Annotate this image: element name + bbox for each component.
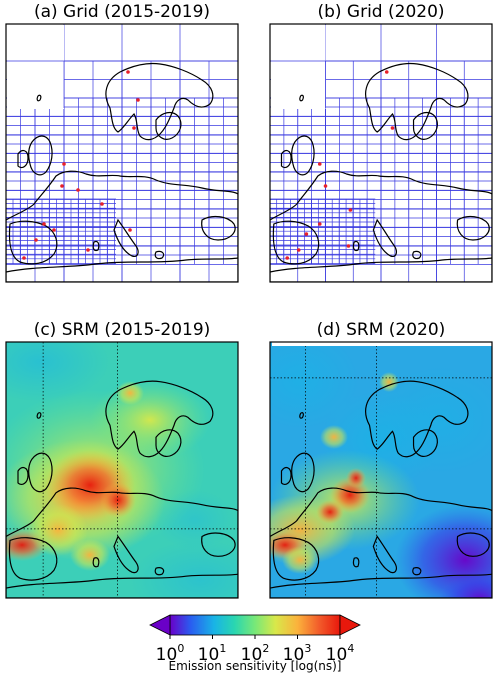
panel-d-meridians (270, 342, 492, 598)
panel-a-stations (22, 70, 140, 260)
panel-a-map (5, 23, 239, 283)
colorbar-tick-4: 104 (325, 642, 355, 665)
panel-b-grid (270, 24, 492, 282)
colorbar-tick-3: 103 (282, 642, 312, 665)
colorbar-tick-0: 100 (155, 642, 185, 665)
colorbar (149, 614, 361, 639)
panel-b-title: (b) Grid (2020) (317, 2, 445, 22)
panel-b-map (269, 23, 493, 283)
panel-d-coastline (270, 381, 492, 598)
panel-d-title: (d) SRM (2020) (316, 320, 446, 340)
panel-c-meridians (6, 342, 238, 598)
colorbar-title: Emission sensitivity [log(ns)] (168, 659, 342, 673)
colorbar-tick-1: 101 (197, 642, 227, 665)
panel-b-coastline (270, 63, 492, 282)
panel-c-map (5, 341, 239, 599)
panel-a-grid (6, 24, 238, 282)
colorbar-tick-2: 102 (240, 642, 270, 665)
panel-c-coastline (6, 381, 238, 598)
panel-a-coastline (6, 63, 238, 282)
panel-b-stations (285, 70, 395, 260)
panel-a-title: (a) Grid (2015-2019) (33, 2, 211, 22)
panel-d-map (269, 341, 493, 599)
panel-c-title: (c) SRM (2015-2019) (33, 320, 211, 340)
